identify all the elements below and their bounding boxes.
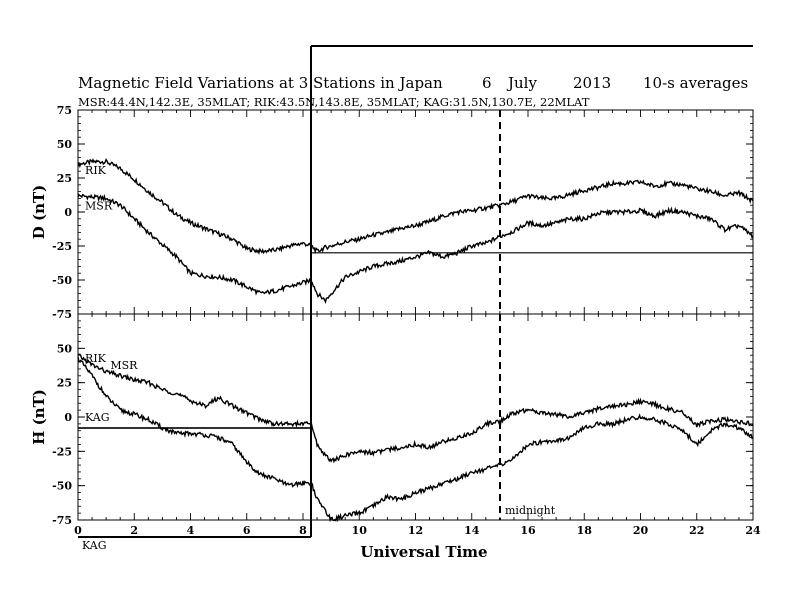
ytick-label-top: 50	[57, 138, 73, 151]
series-label-kag-bottom: KAG	[85, 411, 110, 424]
ytick-label-top: 25	[57, 172, 72, 185]
ytick-label-top: 0	[64, 206, 72, 219]
chart-title-month: July	[506, 74, 537, 92]
ytick-label-bottom: -50	[52, 480, 72, 493]
xtick-label: 22	[689, 524, 704, 537]
ytick-label-top: -25	[52, 240, 72, 253]
xtick-label: 18	[577, 524, 593, 537]
series-label-rik-bottom: RIK	[85, 352, 107, 365]
x-axis-label: Universal Time	[360, 543, 487, 561]
ytick-label-bottom: 0	[64, 411, 72, 424]
top-ylabel: D (nT)	[30, 185, 48, 240]
xtick-label: 14	[464, 524, 480, 537]
chart-title-main: Magnetic Field Variations at 3 Stations …	[78, 74, 443, 92]
series-label-msr-bottom: MSR	[110, 359, 138, 372]
series-rik-top	[77, 157, 754, 255]
series-msr-bottom	[77, 356, 754, 523]
xtick-label: 10	[352, 524, 368, 537]
xtick-label: 12	[408, 524, 423, 537]
bottom-panel-frame	[77, 313, 754, 521]
chart-subtitle: MSR:44.4N,142.3E, 35MLAT; RIK:43.5N,143.…	[78, 95, 590, 109]
xtick-label: 4	[187, 524, 195, 537]
chart-title-day: 6	[482, 74, 492, 92]
chart-title-year: 2013	[573, 74, 611, 92]
chart-title-avg: 10-s averages	[643, 74, 748, 92]
midnight-label: midnight	[505, 504, 556, 517]
ytick-label-bottom: -75	[52, 514, 72, 527]
corner-label-kag: KAG	[82, 539, 107, 552]
series-rik-bottom	[77, 353, 754, 464]
ytick-label-bottom: 50	[57, 342, 73, 355]
xtick-label: 8	[299, 524, 307, 537]
series-label-rik-top: RIK	[85, 164, 107, 177]
series-lines	[77, 157, 754, 523]
top-panel-frame	[77, 109, 754, 315]
series-label-msr-top: MSR	[85, 199, 113, 212]
ytick-label-top: -75	[52, 308, 72, 321]
ytick-label-top: 75	[57, 104, 72, 117]
ytick-label-top: -50	[52, 274, 72, 287]
series-msr-top	[77, 193, 754, 304]
xtick-label: 24	[745, 524, 761, 537]
xtick-label: 16	[520, 524, 536, 537]
ytick-label-bottom: -25	[52, 445, 72, 458]
xtick-label: 6	[243, 524, 251, 537]
xtick-label: 2	[130, 524, 138, 537]
xtick-label: 20	[633, 524, 649, 537]
ytick-label-bottom: 25	[57, 377, 72, 390]
xtick-label: 0	[74, 524, 82, 537]
bottom-ylabel: H (nT)	[30, 389, 48, 445]
